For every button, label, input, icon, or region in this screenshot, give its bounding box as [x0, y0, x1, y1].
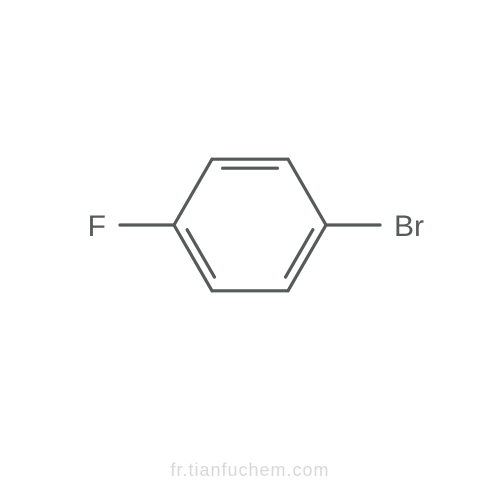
atom-label-br: Br [394, 210, 424, 243]
atom-label-f: F [88, 210, 106, 243]
molecule-canvas: F Br [0, 0, 500, 500]
watermark-text: fr.tianfuchem.com [170, 460, 329, 481]
background [0, 0, 500, 500]
